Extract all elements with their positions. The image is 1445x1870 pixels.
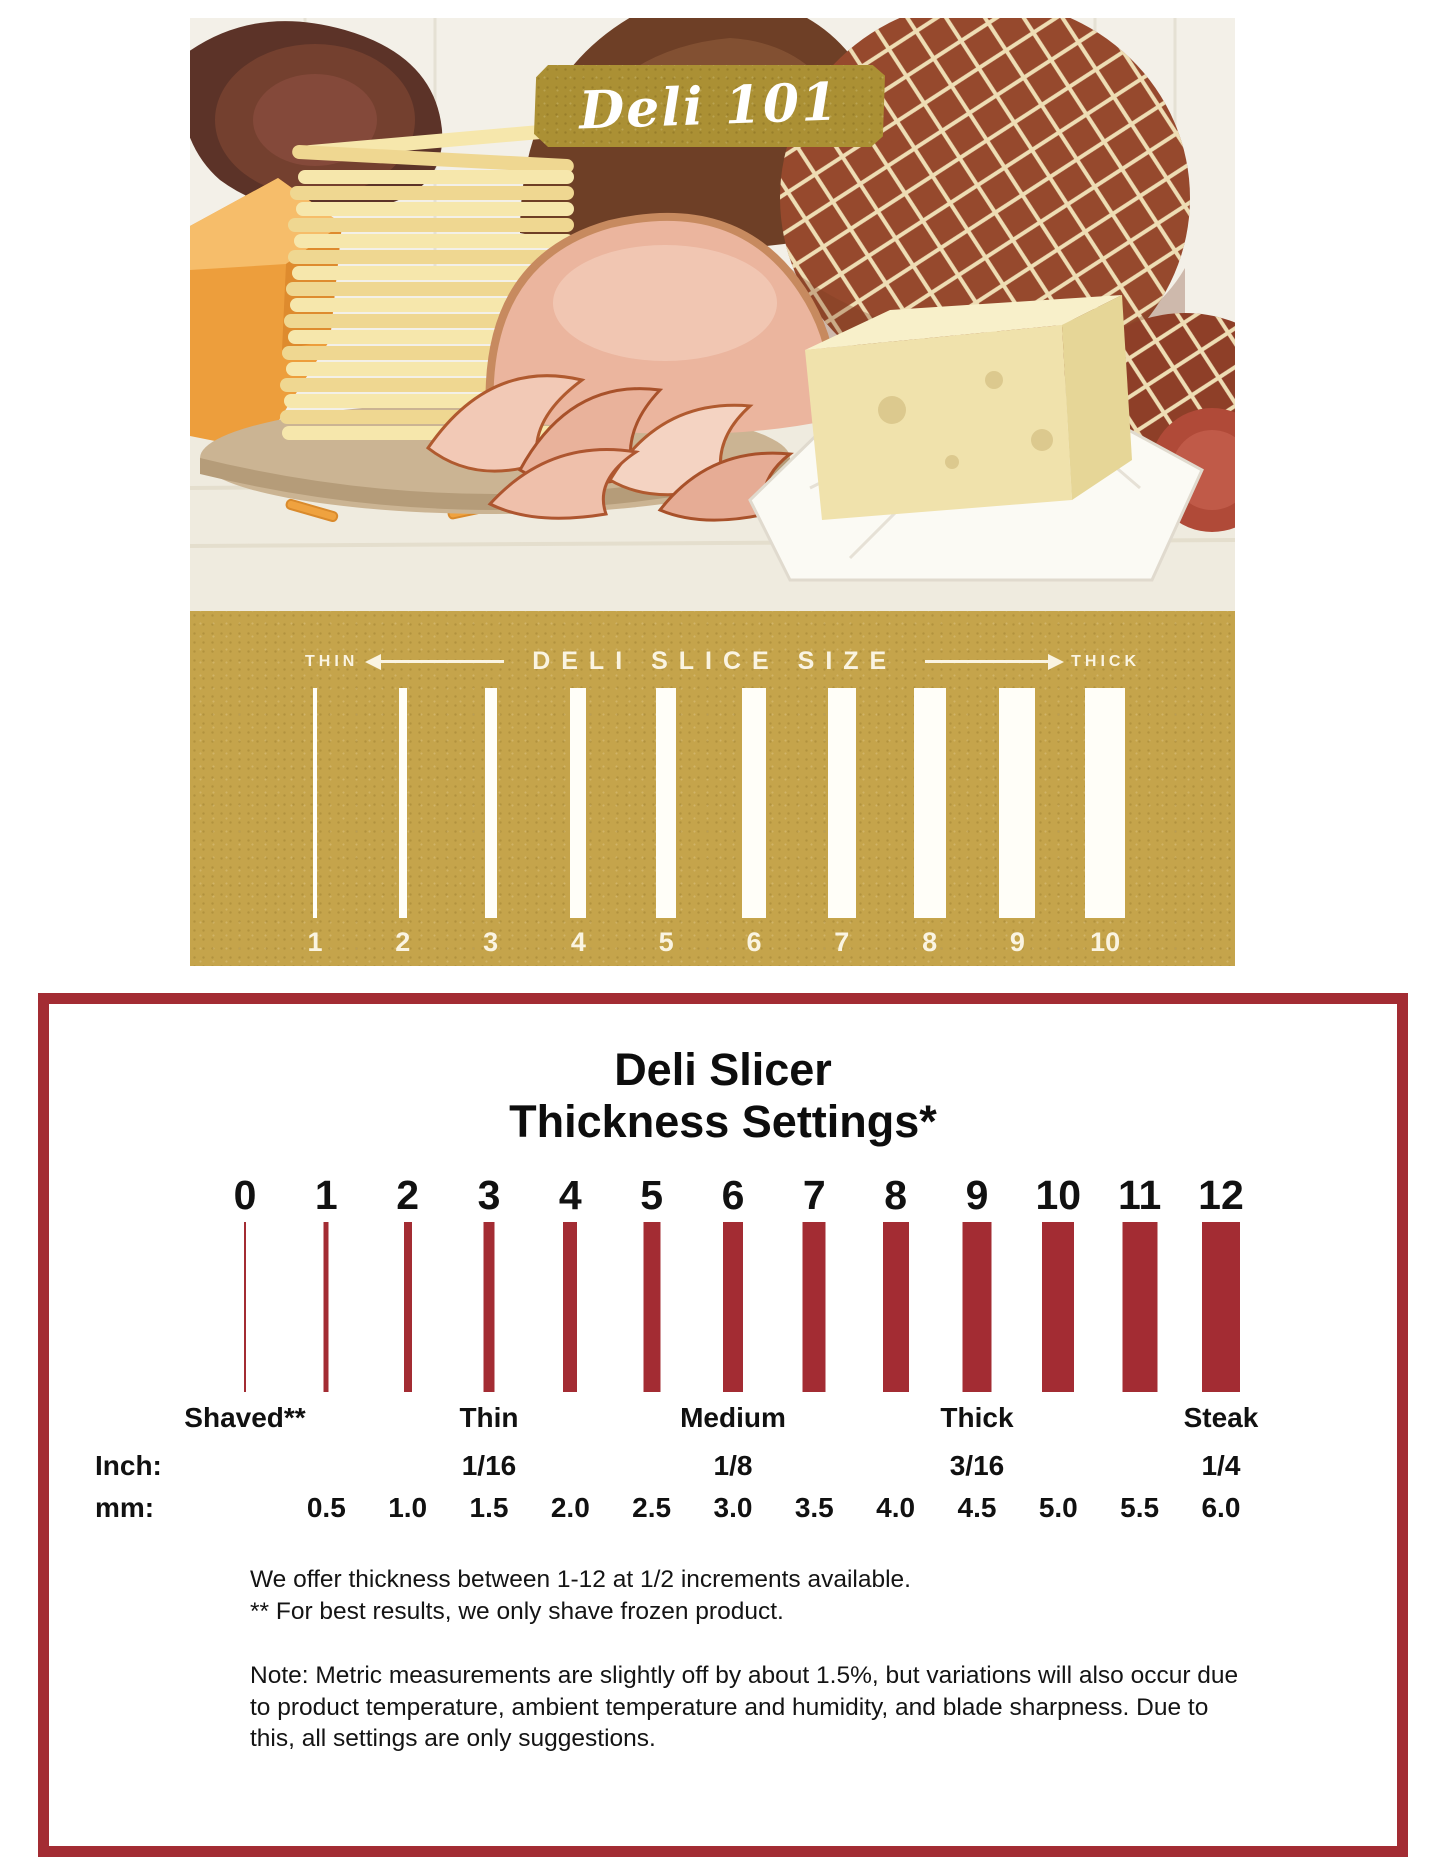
mm-value-2: 1.0 [388, 1492, 428, 1523]
slice-setting-9: 9 [1009, 927, 1025, 957]
mm-value-3: 1.5 [469, 1492, 509, 1523]
mm-value-12: 6.0 [1201, 1492, 1241, 1523]
setting-number-2: 2 [396, 1172, 420, 1218]
setting-bar-7 [802, 1222, 826, 1392]
setting-number-0: 0 [233, 1172, 257, 1218]
slice-size-header: THIN DELI SLICE SIZE THICK [305, 647, 1140, 676]
mm-value-1: 0.5 [306, 1492, 346, 1523]
mm-value-9: 4.5 [957, 1492, 997, 1523]
category-label-0: Shaved** [184, 1402, 306, 1433]
setting-bar-9 [962, 1222, 992, 1392]
setting-number-1: 1 [314, 1172, 338, 1218]
slice-bar-1 [313, 688, 317, 918]
thick-label: THICK [1071, 652, 1140, 670]
mm-value-10: 5.0 [1038, 1492, 1078, 1523]
setting-number-3: 3 [477, 1172, 501, 1218]
note-increments: We offer thickness between 1-12 at 1/2 i… [250, 1566, 911, 1625]
slice-setting-2: 2 [395, 927, 411, 957]
category-label-3: Thin [459, 1402, 519, 1433]
setting-bar-0 [244, 1222, 246, 1392]
slice-setting-4: 4 [570, 927, 586, 957]
mm-value-11: 5.5 [1120, 1492, 1160, 1523]
hero-photo: Deli 101 [190, 18, 1235, 611]
inch-row-label: Inch: [95, 1450, 162, 1481]
setting-number-10: 10 [1035, 1172, 1082, 1218]
inch-value-3: 1/16 [461, 1450, 517, 1481]
setting-number-11: 11 [1117, 1172, 1162, 1218]
slice-setting-10: 10 [1090, 927, 1121, 957]
thickness-settings-panel: Deli Slicer Thickness Settings* Inch: mm… [38, 993, 1408, 1857]
note-metric: Note: Metric measurements are slightly o… [250, 1661, 1239, 1753]
thickness-chart: Inch: mm: 0 Shaved** 1 0.5 2 1.0 3 Thin 1/16 1.5 4… [49, 1164, 1397, 1544]
slice-setting-6: 6 [746, 927, 762, 957]
slice-bar-7 [827, 688, 856, 918]
slice-size-band: THIN DELI SLICE SIZE THICK 1 2 3 4 5 6 7 8 9 10 [190, 611, 1235, 966]
setting-bar-4 [563, 1222, 578, 1392]
arrow-right-icon [925, 660, 1050, 663]
setting-bar-6 [722, 1222, 743, 1392]
slice-setting-8: 8 [922, 927, 938, 957]
setting-bar-1 [323, 1222, 329, 1392]
arrow-left-icon [380, 660, 505, 663]
setting-bar-2 [403, 1222, 412, 1392]
mm-row-label: mm: [95, 1492, 155, 1523]
slice-bar-8 [913, 688, 946, 918]
category-label-6: Medium [680, 1402, 786, 1433]
slice-bar-5 [656, 688, 677, 918]
setting-number-6: 6 [721, 1172, 745, 1218]
deli-101-badge: Deli 101 [534, 65, 885, 147]
slice-bar-3 [484, 688, 497, 918]
setting-number-4: 4 [558, 1172, 582, 1218]
setting-bar-10 [1042, 1222, 1075, 1392]
slice-bar-6 [742, 688, 766, 918]
setting-number-7: 7 [802, 1172, 826, 1218]
mm-value-6: 3.0 [713, 1492, 753, 1523]
mm-value-5: 2.5 [632, 1492, 672, 1523]
setting-number-12: 12 [1198, 1172, 1244, 1218]
slice-setting-5: 5 [658, 927, 674, 957]
slice-setting-3: 3 [483, 927, 499, 957]
inch-value-12: 1/4 [1201, 1450, 1241, 1481]
setting-number-5: 5 [640, 1172, 664, 1218]
setting-bar-3 [483, 1222, 495, 1392]
badge-label: Deli 101 [578, 70, 841, 142]
setting-bar-11 [1122, 1222, 1158, 1392]
setting-number-8: 8 [884, 1172, 908, 1218]
category-label-12: Steak [1183, 1402, 1259, 1433]
slice-bar-4 [570, 688, 587, 918]
slice-setting-7: 7 [834, 927, 850, 957]
mm-value-7: 3.5 [794, 1492, 834, 1523]
setting-bar-8 [882, 1222, 909, 1392]
slice-size-scale: 1 2 3 4 5 6 7 8 9 10 [190, 611, 1235, 966]
inch-value-6: 1/8 [713, 1450, 753, 1481]
notes: We offer thickness between 1-12 at 1/2 i… [250, 1564, 1290, 1787]
settings-title: Deli Slicer Thickness Settings* [509, 1044, 937, 1148]
slice-setting-1: 1 [307, 927, 323, 957]
setting-bar-12 [1201, 1222, 1240, 1392]
mm-value-4: 2.0 [550, 1492, 590, 1523]
mm-value-8: 4.0 [876, 1492, 916, 1523]
category-label-9: Thick [940, 1402, 1014, 1433]
slice-bar-2 [398, 688, 407, 918]
inch-value-9: 3/16 [949, 1450, 1005, 1481]
slice-bar-10 [1085, 688, 1126, 918]
setting-number-9: 9 [965, 1172, 989, 1218]
slice-size-title: DELI SLICE SIZE [532, 647, 898, 675]
slice-bar-9 [999, 688, 1036, 918]
setting-bar-5 [643, 1222, 661, 1392]
thin-label: THIN [305, 652, 359, 670]
